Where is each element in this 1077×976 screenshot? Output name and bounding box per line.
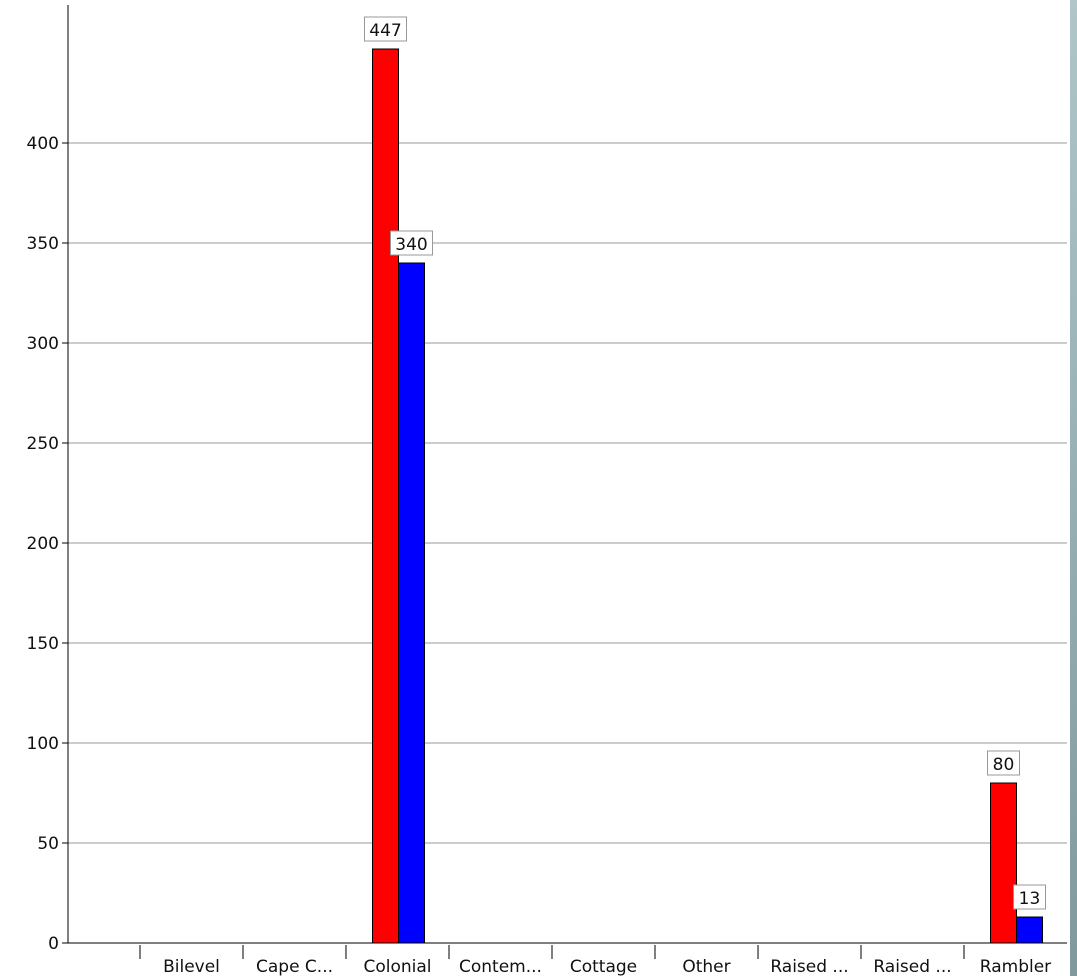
x-tick-label: Raised ... xyxy=(873,957,951,976)
x-tick-label: Rambler xyxy=(980,957,1051,976)
data-label-text: 80 xyxy=(993,755,1015,775)
data-label: 447 xyxy=(364,16,407,42)
y-tick-label: 50 xyxy=(37,834,59,854)
y-tick-label: 0 xyxy=(48,934,59,954)
bar-blue xyxy=(398,262,425,944)
x-tick-label: Contem... xyxy=(459,957,542,976)
data-label: 340 xyxy=(390,230,433,256)
bars xyxy=(372,48,1043,944)
y-tick-label: 300 xyxy=(27,334,59,354)
data-label-text: 13 xyxy=(1019,889,1041,909)
y-tick-label: 400 xyxy=(27,134,59,154)
bar-blue xyxy=(1016,916,1043,944)
x-tick-label: Bilevel xyxy=(163,957,220,976)
data-label-text: 340 xyxy=(395,235,427,255)
data-label-box xyxy=(1013,884,1046,910)
data-label-box xyxy=(364,16,407,42)
data-labels: 447 340 80 13 xyxy=(364,16,1046,910)
y-tick-label: 200 xyxy=(27,534,59,554)
bar-red xyxy=(372,48,399,944)
x-tick-label: Cottage xyxy=(570,957,637,976)
data-label: 13 xyxy=(1013,884,1046,910)
y-tick-label: 150 xyxy=(27,634,59,654)
y-tick-label: 350 xyxy=(27,234,59,254)
x-tick-label: Colonial xyxy=(363,957,431,976)
data-label-box xyxy=(987,750,1020,776)
gridlines xyxy=(68,142,1067,844)
axes: 0 50 100 150 200 250 300 350 400 Bilevel Cape C...… xyxy=(27,5,1067,976)
x-tick-label: Cape C... xyxy=(256,957,333,976)
bar-red xyxy=(990,782,1017,944)
data-label-box xyxy=(390,230,433,256)
data-label: 80 xyxy=(987,750,1020,776)
y-tick-label: 100 xyxy=(27,734,59,754)
x-tick-label: Other xyxy=(682,957,730,976)
y-tick-label: 250 xyxy=(27,434,59,454)
data-label-text: 447 xyxy=(369,21,401,41)
x-tick-label: Raised ... xyxy=(770,957,848,976)
